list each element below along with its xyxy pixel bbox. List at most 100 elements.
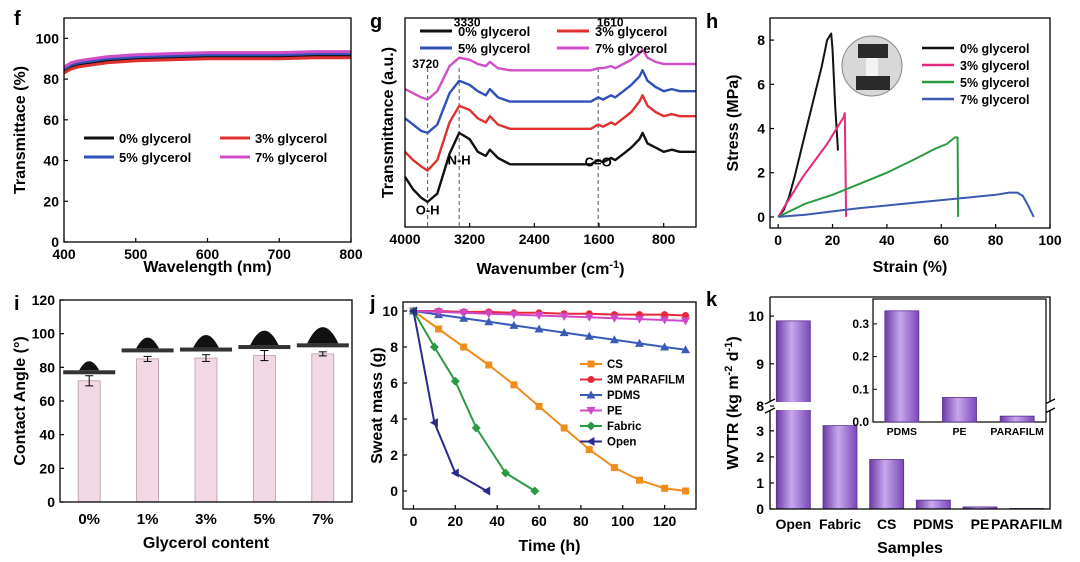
series-line-2 xyxy=(404,69,696,135)
annotation: C=O xyxy=(585,154,612,169)
chart-i: i 0% 1% 3% 5% 7% 0 20 40 60 80 100 120 Glycerol conte… xyxy=(12,292,353,552)
data-point xyxy=(459,309,469,318)
droplet-photo xyxy=(250,330,279,346)
legend-marker xyxy=(586,421,596,431)
droplet-photo xyxy=(79,361,100,371)
axis-break-gap xyxy=(775,402,812,410)
x-tick-label: 80 xyxy=(573,513,589,529)
x-tick-label: 100 xyxy=(1038,232,1062,248)
data-point xyxy=(609,314,619,323)
bar-4 xyxy=(311,353,335,503)
inset-bar-0 xyxy=(884,310,920,423)
x-axis-label: Time (h) xyxy=(519,538,581,555)
x-tick-label: 3% xyxy=(195,511,217,528)
x-tick-label: Open xyxy=(775,516,811,532)
y-axis-label: WVTR (kg m-2 d-1) xyxy=(723,336,742,469)
x-tick-label: 120 xyxy=(653,513,677,529)
axis-break-gap xyxy=(1048,402,1052,410)
data-point xyxy=(435,325,443,333)
data-point xyxy=(484,310,494,319)
x-tick-label: Fabric xyxy=(819,516,861,532)
y-tick-label: 8 xyxy=(390,339,398,355)
bar-1 xyxy=(136,358,160,503)
y-tick-label: 60 xyxy=(39,393,55,409)
y-axis-label: Stress (MPa) xyxy=(725,75,742,172)
data-point xyxy=(559,312,569,321)
x-tick-label: PE xyxy=(971,516,990,532)
legend-marker xyxy=(586,437,595,446)
data-point xyxy=(682,312,690,319)
legend-label: Open xyxy=(607,437,636,449)
y-tick-label: 100 xyxy=(36,30,60,46)
data-point xyxy=(450,376,460,386)
inset-y-tick-label: 0.1 xyxy=(852,382,869,396)
legend-label: CS xyxy=(607,359,623,371)
data-point xyxy=(585,446,593,454)
data-point xyxy=(681,317,691,326)
x-tick-label: 500 xyxy=(124,246,148,262)
series-line-3 xyxy=(778,191,1035,218)
axis-frame-lower xyxy=(769,410,1051,510)
y-axis-label-part: WVTR (kg m xyxy=(725,375,742,469)
plot-frame xyxy=(769,17,1051,229)
data-point xyxy=(682,487,690,495)
y-tick-label: 0 xyxy=(47,494,55,510)
y-tick-label: 0 xyxy=(756,501,764,517)
series-line-3 xyxy=(404,48,696,101)
x-tick-label: 80 xyxy=(988,232,1004,248)
x-tick-label: 7% xyxy=(312,511,334,528)
data-point xyxy=(459,313,469,322)
y-tick-label: 2 xyxy=(756,449,764,465)
data-point xyxy=(534,324,544,333)
inset-bar-2 xyxy=(999,415,1035,423)
x-axis-label-sup: -1 xyxy=(609,259,619,271)
data-point xyxy=(584,313,594,322)
photo-specimen xyxy=(866,58,878,76)
legend-label: 7% glycerol xyxy=(960,93,1029,107)
bar-2 xyxy=(194,357,218,503)
series-line-5 xyxy=(412,310,488,492)
x-tick-label: 60 xyxy=(933,232,949,248)
chart-h: h 0 20 40 60 80 100 0 2 4 6 8 Strain (%) Stress (MPa)… xyxy=(706,11,1062,276)
y-tick-label: 20 xyxy=(43,193,59,209)
series-line-0 xyxy=(777,32,839,218)
data-point xyxy=(484,317,494,326)
y-tick-label: 10 xyxy=(382,303,398,319)
annotation: O-H xyxy=(416,202,440,217)
series-line-0 xyxy=(403,131,696,204)
bar-0 xyxy=(77,380,101,503)
series-line-1 xyxy=(63,56,351,75)
x-tick-label: CS xyxy=(877,516,896,532)
legend-marker xyxy=(587,376,595,383)
legend-marker xyxy=(586,407,596,415)
plot-frame xyxy=(402,301,697,510)
droplet-substrate xyxy=(238,345,291,350)
x-tick-label: 40 xyxy=(879,232,895,248)
panel-label: f xyxy=(14,8,21,30)
sample-photo-inset xyxy=(841,35,903,97)
legend-label: 0% glycerol xyxy=(960,42,1029,56)
x-tick-label: 3200 xyxy=(454,231,485,247)
x-tick-label: 20 xyxy=(448,513,464,529)
legend-label: 5% glycerol xyxy=(960,76,1029,90)
y-axis-label: Transmittance (a.u.) xyxy=(380,47,397,198)
series-line-2 xyxy=(63,52,351,71)
x-tick-label: 40 xyxy=(489,513,505,529)
annotation: N-H xyxy=(448,152,471,167)
data-point xyxy=(450,468,459,478)
break-mark xyxy=(764,398,776,405)
y-tick-label: 80 xyxy=(43,71,59,87)
legend-label: 0% glycerol xyxy=(458,24,530,39)
y-tick-label: 0 xyxy=(757,209,765,225)
break-mark xyxy=(764,407,776,414)
bar-0 xyxy=(775,320,811,510)
y-tick-label: 4 xyxy=(390,411,398,427)
x-tick-label: 400 xyxy=(52,246,76,262)
droplet-substrate xyxy=(180,347,232,352)
y-tick-label: 10 xyxy=(748,308,764,324)
y-tick-label: 6 xyxy=(757,76,765,92)
break-mark xyxy=(1044,398,1056,405)
series-line-1 xyxy=(777,112,848,218)
droplet-photo xyxy=(136,337,159,349)
